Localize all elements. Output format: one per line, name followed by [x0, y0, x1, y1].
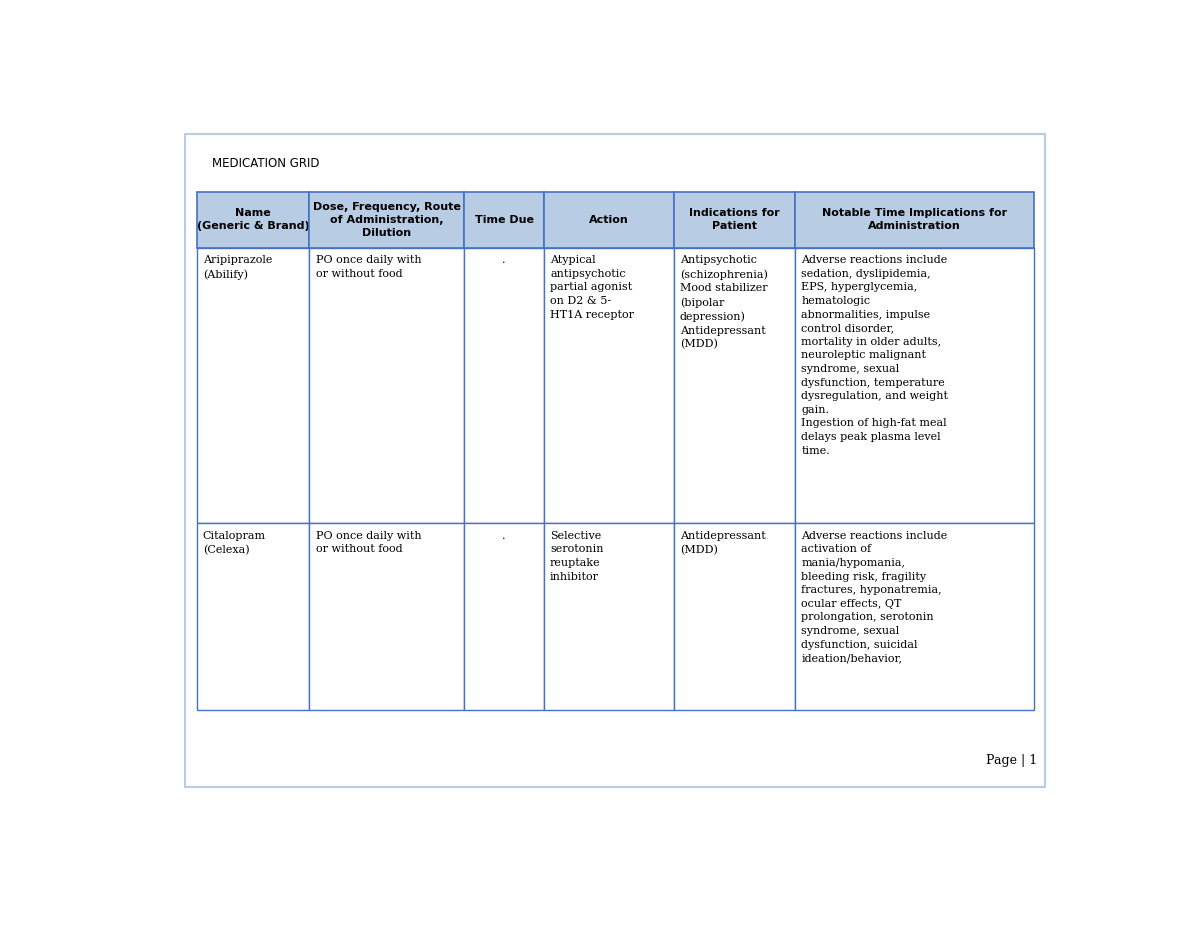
Bar	[464, 523, 544, 709]
Bar	[197, 248, 310, 523]
Text: Adverse reactions include
sedation, dyslipidemia,
EPS, hyperglycemia,
hematologi: Adverse reactions include sedation, dysl…	[802, 255, 948, 456]
Text: Adverse reactions include
activation of
mania/hypomania,
bleeding risk, fragilit: Adverse reactions include activation of …	[802, 531, 948, 664]
Text: Aripiprazole
(Abilify): Aripiprazole (Abilify)	[203, 255, 272, 280]
Bar	[544, 192, 673, 248]
Text: Antidepressant
(MDD): Antidepressant (MDD)	[679, 531, 766, 555]
Text: Atypical
antipsychotic
partial agonist
on D2 & 5-
HT1A receptor: Atypical antipsychotic partial agonist o…	[550, 255, 634, 320]
Text: Action: Action	[589, 215, 629, 225]
Text: Page | 1: Page | 1	[986, 755, 1037, 768]
Bar	[673, 523, 794, 709]
Text: Dose, Frequency, Route
of Administration,
Dilution: Dose, Frequency, Route of Administration…	[313, 201, 461, 238]
Bar	[310, 523, 464, 709]
Text: Notable Time Implications for
Administration: Notable Time Implications for Administra…	[822, 209, 1007, 232]
Text: Selective
serotonin
reuptake
inhibitor: Selective serotonin reuptake inhibitor	[550, 531, 604, 581]
Bar	[197, 192, 310, 248]
Text: Antipsychotic
(schizophrenia)
Mood stabilizer
(bipolar
depression)
Antidepressan: Antipsychotic (schizophrenia) Mood stabi…	[679, 255, 768, 349]
Text: PO once daily with
or without food: PO once daily with or without food	[316, 255, 421, 279]
Bar	[673, 192, 794, 248]
Text: Citalopram
(Celexa): Citalopram (Celexa)	[203, 531, 266, 555]
Bar	[544, 248, 673, 523]
Bar	[464, 248, 544, 523]
Bar	[464, 192, 544, 248]
Text: Time Due: Time Due	[474, 215, 534, 225]
Bar	[794, 523, 1033, 709]
Text: .: .	[503, 255, 506, 265]
Bar	[310, 248, 464, 523]
Text: Name
(Generic & Brand): Name (Generic & Brand)	[197, 209, 310, 232]
Text: PO once daily with
or without food: PO once daily with or without food	[316, 531, 421, 554]
Bar	[310, 192, 464, 248]
Text: .: .	[503, 531, 506, 540]
Bar	[544, 523, 673, 709]
Bar	[197, 523, 310, 709]
Text: Indications for
Patient: Indications for Patient	[689, 209, 780, 232]
Bar	[794, 248, 1033, 523]
Bar	[673, 248, 794, 523]
Bar	[794, 192, 1033, 248]
Text: MEDICATION GRID: MEDICATION GRID	[212, 158, 319, 171]
